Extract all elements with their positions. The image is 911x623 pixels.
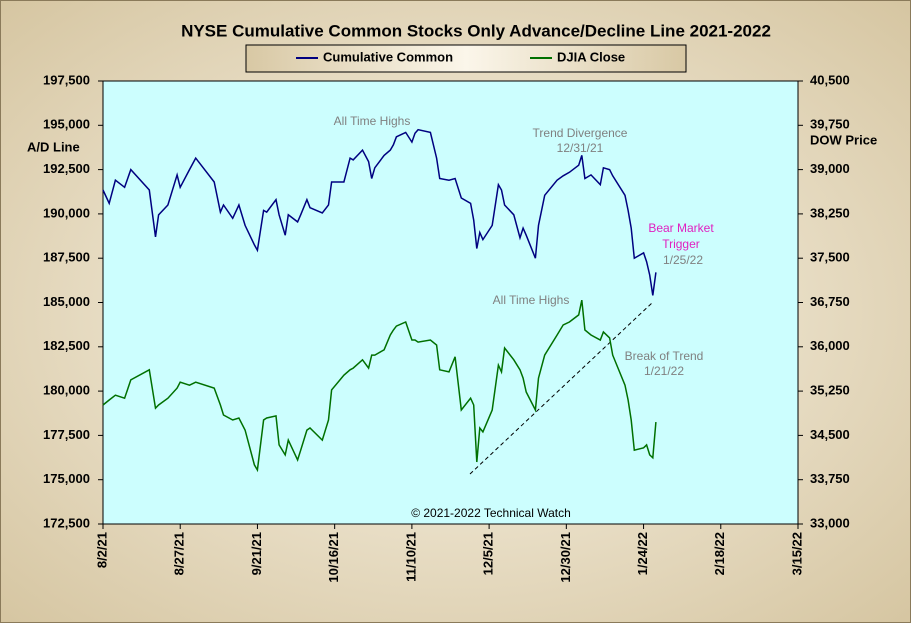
y-tick-label: 177,500	[43, 427, 90, 442]
series-line	[102, 299, 657, 473]
y2-tick-label: 34,500	[810, 427, 850, 442]
x-tick-label: 12/30/21	[558, 532, 573, 583]
x-tick-label: 10/16/21	[326, 532, 341, 583]
x-tick-label: 3/15/22	[789, 532, 804, 575]
x-tick-label: 8/2/21	[94, 532, 109, 568]
legend	[245, 44, 687, 73]
y2-tick-label: 33,750	[810, 471, 850, 486]
legend-label: DJIA Close	[557, 49, 625, 64]
annotation: 12/31/21	[557, 141, 604, 155]
y2-axis-label: DOW Price	[810, 132, 877, 147]
credit: © 2021-2022 Technical Watch	[411, 506, 571, 520]
y2-tick-label: 38,250	[810, 205, 850, 220]
annotation: All Time Highs	[493, 293, 570, 307]
y-tick-label: 187,500	[43, 250, 90, 265]
y-tick-label: 175,000	[43, 471, 90, 486]
y2-tick-label: 37,500	[810, 250, 850, 265]
x-tick-label: 8/27/21	[172, 532, 187, 575]
y2-tick-label: 36,750	[810, 294, 850, 309]
y-axis-label: A/D Line	[27, 139, 80, 154]
y-tick-label: 197,500	[43, 72, 90, 87]
x-tick-label: 2/18/22	[712, 532, 727, 575]
plot-area	[102, 80, 799, 525]
annotation: All Time Highs	[334, 114, 411, 128]
x-tick-label: 1/24/22	[635, 532, 650, 575]
y2-tick-label: 36,000	[810, 338, 850, 353]
annotation: Bear Market	[648, 221, 714, 235]
legend-label: Cumulative Common	[323, 49, 453, 64]
y-tick-label: 192,500	[43, 161, 90, 176]
annotation: 1/21/22	[644, 364, 684, 378]
annotation: Trend Divergence	[533, 126, 628, 140]
annotation: Trigger	[662, 237, 700, 251]
y2-tick-label: 35,250	[810, 383, 850, 398]
x-tick-label: 9/21/21	[249, 532, 264, 575]
chart-title: NYSE Cumulative Common Stocks Only Advan…	[181, 21, 771, 40]
y2-tick-label: 33,000	[810, 515, 850, 530]
annotation: 1/25/22	[663, 253, 703, 267]
y-tick-label: 185,000	[43, 294, 90, 309]
y-tick-label: 190,000	[43, 205, 90, 220]
y2-tick-label: 39,750	[810, 117, 850, 132]
x-tick-label: 12/5/21	[481, 532, 496, 575]
y2-tick-label: 39,000	[810, 161, 850, 176]
y-tick-label: 172,500	[43, 515, 90, 530]
y-tick-label: 182,500	[43, 338, 90, 353]
y-tick-label: 180,000	[43, 383, 90, 398]
y2-tick-label: 40,500	[810, 72, 850, 87]
x-tick-label: 11/10/21	[403, 532, 418, 582]
y-tick-label: 195,000	[43, 117, 90, 132]
annotation: Break of Trend	[625, 349, 704, 363]
series-line	[102, 128, 657, 296]
